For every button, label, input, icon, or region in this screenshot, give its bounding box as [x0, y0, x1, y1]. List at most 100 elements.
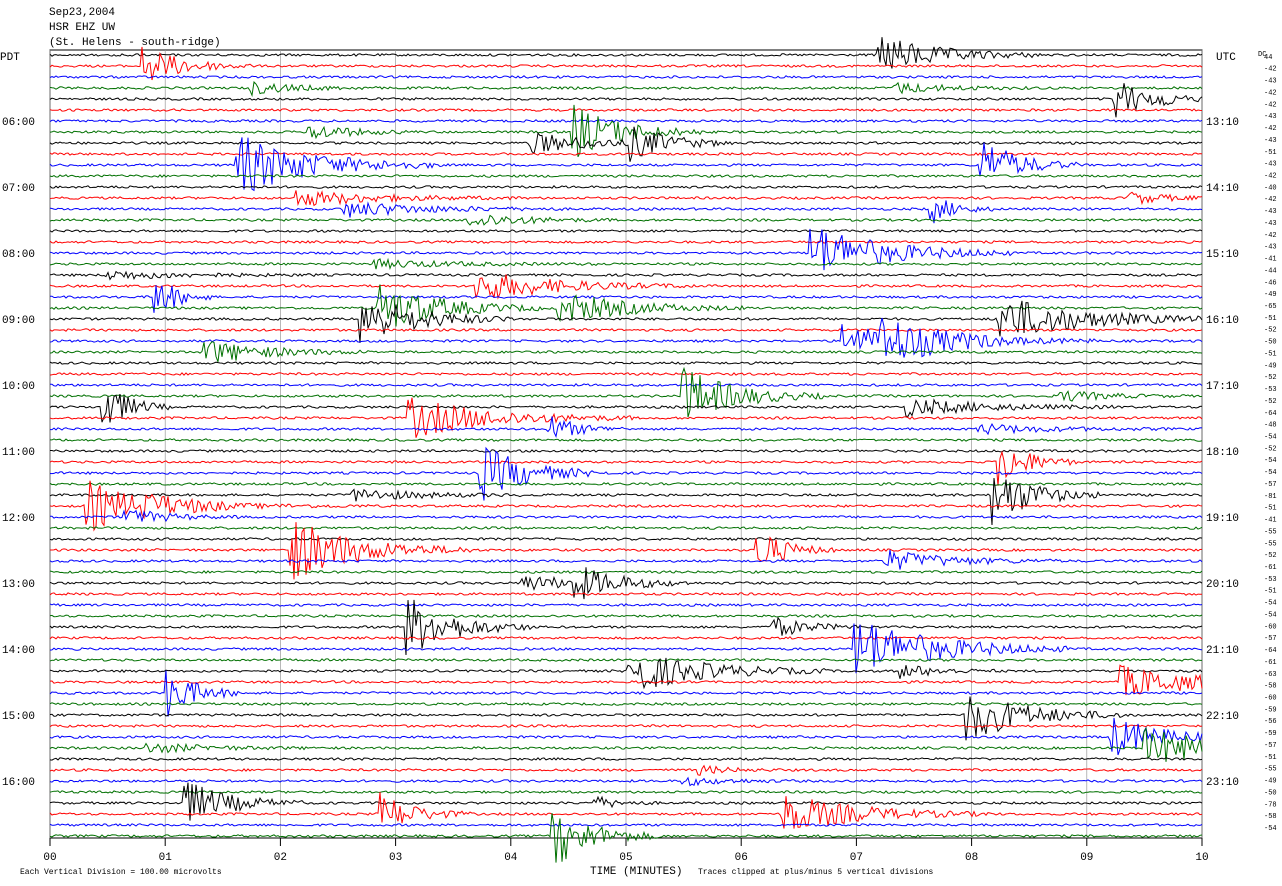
- trace: [49, 603, 1203, 607]
- pdt-label: 08:00: [2, 249, 35, 261]
- dc-label: -40: [1264, 184, 1277, 192]
- dc-label: -51: [1264, 505, 1277, 513]
- dc-label: -81: [1264, 493, 1277, 501]
- trace: [49, 284, 1203, 327]
- pdt-label: 09:00: [2, 315, 35, 327]
- trace: [49, 214, 1203, 226]
- dc-label: -49: [1264, 291, 1277, 299]
- trace: [50, 449, 1202, 453]
- station: HSR EHZ UW: [49, 22, 115, 34]
- trace: [49, 372, 1203, 376]
- trace: [49, 75, 1203, 79]
- trace: [49, 397, 1203, 438]
- dc-label: -42: [1264, 101, 1277, 109]
- dc-label: -41: [1264, 256, 1277, 264]
- dc-label: -64: [1264, 647, 1277, 655]
- x-tick-label: 03: [389, 852, 402, 864]
- dc-label: -78: [1264, 801, 1277, 809]
- dc-label: -49: [1264, 362, 1277, 370]
- dc-label: 44: [1264, 54, 1272, 62]
- trace: [49, 240, 1203, 244]
- x-axis-title: TIME (MINUTES): [590, 866, 682, 878]
- pdt-label: 15:00: [2, 711, 35, 723]
- dc-label: -58: [1264, 813, 1277, 821]
- dc-label: -55: [1264, 528, 1277, 536]
- utc-label: 23:10: [1206, 777, 1239, 789]
- dc-label: -46: [1264, 279, 1277, 287]
- dc-label: -43: [1264, 220, 1277, 228]
- trace: [49, 477, 1202, 526]
- dc-label: -52: [1264, 398, 1277, 406]
- trace: [49, 509, 1203, 523]
- trace: [49, 361, 1203, 365]
- x-tick-label: 05: [619, 852, 632, 864]
- dc-label: -48: [1264, 422, 1277, 430]
- trace: [49, 823, 1203, 827]
- trace: [49, 228, 1203, 271]
- x-tick-label: 02: [274, 852, 287, 864]
- date: Sep23,2004: [49, 7, 115, 19]
- trace: [49, 537, 1203, 541]
- utc-label: 22:10: [1206, 711, 1239, 723]
- trace: [49, 570, 1203, 574]
- utc-label: 15:10: [1206, 249, 1239, 261]
- trace: [49, 341, 1203, 362]
- pdt-label: 06:00: [2, 117, 35, 129]
- x-tick-label: 08: [965, 852, 978, 864]
- trace: [49, 285, 1203, 313]
- trace: [49, 567, 1203, 600]
- dc-label: -56: [1264, 718, 1277, 726]
- trace: [49, 37, 1203, 69]
- trace: [50, 383, 1203, 387]
- pdt-label: 07:00: [2, 183, 35, 195]
- trace: [49, 200, 1203, 224]
- trace: [49, 119, 1203, 123]
- dc-label: -57: [1264, 742, 1277, 750]
- dc-label: -54: [1264, 600, 1277, 608]
- dc-label: -54: [1264, 611, 1277, 619]
- trace: [49, 190, 1203, 207]
- trace: [49, 274, 1203, 300]
- dc-label: -64: [1264, 410, 1277, 418]
- dc-label: -51: [1264, 350, 1277, 358]
- trace: [49, 80, 1203, 98]
- trace: [49, 104, 1203, 158]
- clip-note: Traces clipped at plus/minus 5 vertical …: [698, 868, 933, 877]
- trace: [49, 46, 1203, 81]
- utc-label: 14:10: [1206, 183, 1239, 195]
- dc-label: -43: [1264, 137, 1277, 145]
- trace: [49, 724, 1203, 728]
- trace: [49, 185, 1203, 189]
- dc-label: -42: [1264, 125, 1277, 133]
- dc-label: -42: [1264, 196, 1277, 204]
- trace: [49, 137, 1202, 192]
- dc-label: -54: [1264, 469, 1277, 477]
- trace: [49, 257, 1203, 271]
- dc-label: -55: [1264, 766, 1277, 774]
- dc-label: -61: [1264, 564, 1277, 572]
- scale-note: Each Vertical Division = 100.00 microvol…: [20, 868, 222, 877]
- dc-label: -43: [1264, 208, 1277, 216]
- dc-label: -43: [1264, 78, 1277, 86]
- trace: [49, 657, 1203, 690]
- trace: [49, 446, 1203, 501]
- trace: [49, 791, 1203, 829]
- dc-label: -43: [1264, 244, 1277, 252]
- utc-label: 20:10: [1206, 579, 1239, 591]
- dc-label: -44: [1264, 267, 1277, 275]
- x-tick-label: 06: [735, 852, 748, 864]
- pdt-label: 13:00: [2, 579, 35, 591]
- x-tick-label: 04: [504, 852, 518, 864]
- dc-label: -41: [1264, 517, 1277, 525]
- trace: [49, 670, 1203, 717]
- dc-label: -50: [1264, 789, 1277, 797]
- dc-label: -42: [1264, 89, 1277, 97]
- trace: [49, 152, 1203, 156]
- dc-label: -59: [1264, 706, 1277, 714]
- trace: [49, 526, 1203, 530]
- trace: [49, 614, 1203, 618]
- trace: [49, 764, 1203, 776]
- dc-label: -43: [1264, 113, 1277, 121]
